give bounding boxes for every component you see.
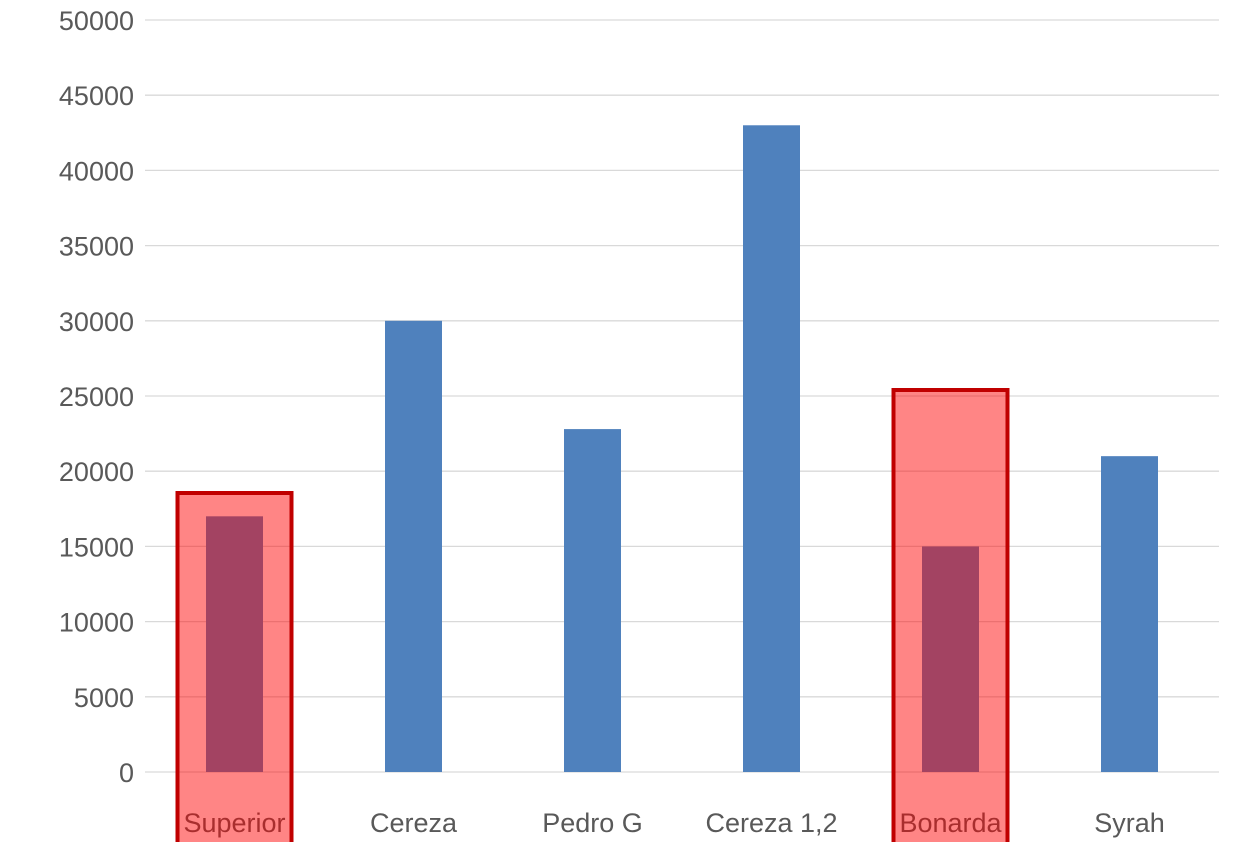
y-tick-label: 10000 xyxy=(59,608,134,638)
x-tick-label: Bonarda xyxy=(899,808,1002,838)
bar xyxy=(385,320,442,772)
x-tick-label: Cereza 1,2 xyxy=(705,808,837,838)
y-tick-label: 50000 xyxy=(59,6,134,36)
x-tick-label: Pedro G xyxy=(542,808,643,838)
bars xyxy=(206,125,1158,772)
y-tick-label: 15000 xyxy=(59,532,134,562)
bar xyxy=(206,516,263,772)
y-tick-label: 30000 xyxy=(59,307,134,337)
bar xyxy=(564,429,621,772)
y-tick-label: 45000 xyxy=(59,81,134,111)
x-tick-label: Cereza xyxy=(370,808,458,838)
y-tick-label: 40000 xyxy=(59,156,134,186)
highlight-box xyxy=(175,491,294,842)
y-tick-label: 0 xyxy=(119,758,134,788)
highlight-boxes xyxy=(175,388,1010,842)
y-tick-label: 20000 xyxy=(59,457,134,487)
y-tick-label: 5000 xyxy=(74,683,134,713)
highlight-box xyxy=(891,388,1010,842)
bar xyxy=(743,125,800,772)
x-tick-label: Syrah xyxy=(1094,808,1165,838)
y-tick-label: 35000 xyxy=(59,232,134,262)
gridlines xyxy=(145,19,1219,773)
x-axis-tick-labels: Superior Cereza Pedro G Cereza 1,2 Bonarda Sy… xyxy=(183,808,1164,838)
bar xyxy=(922,546,979,772)
x-tick-label: Superior xyxy=(183,808,285,838)
bar xyxy=(1101,456,1158,772)
y-axis-tick-labels: 0 5000 10000 15000 20000 25000 30000 35000 40000… xyxy=(59,6,134,788)
y-tick-label: 25000 xyxy=(59,382,134,412)
